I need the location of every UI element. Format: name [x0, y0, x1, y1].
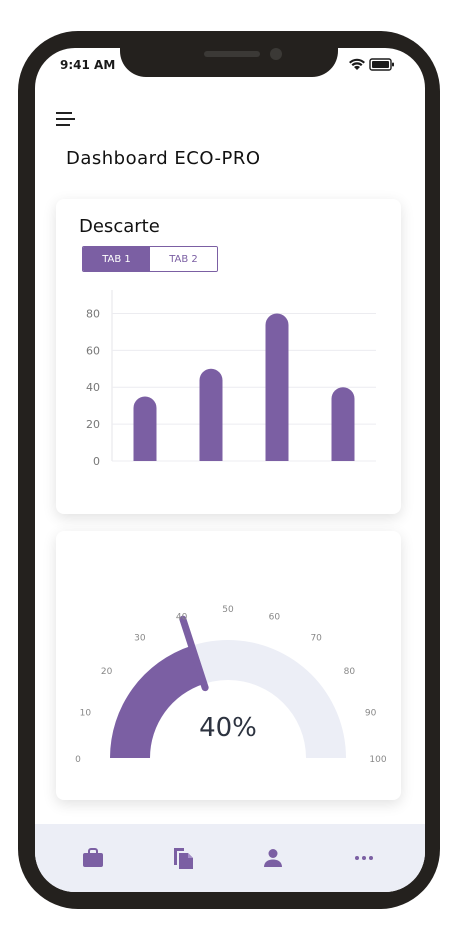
- person-icon[interactable]: [261, 846, 285, 870]
- front-camera: [270, 48, 282, 60]
- bar: [133, 396, 157, 461]
- gauge-tick-label: 10: [80, 709, 92, 719]
- tab-1[interactable]: TAB 1: [83, 247, 150, 271]
- gauge-tick-label: 80: [344, 667, 356, 677]
- gauge-tick-label: 40: [176, 612, 188, 622]
- gauge-tick-label: 20: [101, 667, 113, 677]
- status-icons: [349, 58, 394, 71]
- bar: [265, 313, 289, 461]
- gauge-fill: [110, 645, 204, 758]
- gauge-tick-label: 90: [365, 709, 377, 719]
- gauge-tick-label: 0: [75, 755, 81, 765]
- gauge-tick-label: 70: [310, 634, 322, 644]
- bar-chart: 0 20 40 60 80: [86, 290, 376, 468]
- tab-2[interactable]: TAB 2: [150, 247, 217, 271]
- y-tick-label: 40: [86, 381, 100, 394]
- y-tick-label: 80: [86, 307, 100, 320]
- more-icon[interactable]: [352, 846, 376, 870]
- bar: [199, 368, 223, 461]
- hamburger-menu-icon[interactable]: [56, 111, 78, 127]
- documents-icon[interactable]: [171, 846, 195, 870]
- y-tick-label: 0: [93, 455, 100, 468]
- wifi-icon: [349, 58, 365, 70]
- speaker: [204, 51, 260, 57]
- briefcase-icon[interactable]: [81, 846, 105, 870]
- gauge-value-label: 40%: [199, 713, 257, 743]
- y-tick-label: 60: [86, 344, 100, 357]
- gauge-tick-label: 100: [369, 755, 386, 765]
- tab-group: TAB 1 TAB 2: [82, 246, 218, 272]
- discard-card-title: Descarte: [79, 216, 160, 237]
- gauge-chart: 0 10 20 30 40 50 60 70 80 90 100 40%: [75, 605, 387, 765]
- bar: [331, 387, 355, 461]
- gauge-tick-label: 60: [269, 612, 281, 622]
- gauge-needle: [179, 615, 209, 692]
- battery-icon: [369, 58, 394, 71]
- page-title: Dashboard ECO-PRO: [66, 148, 261, 169]
- status-time: 9:41 AM: [60, 58, 116, 72]
- gauge-tick-label: 50: [222, 605, 234, 615]
- gauge-tick-label: 30: [134, 634, 146, 644]
- y-tick-label: 20: [86, 418, 100, 431]
